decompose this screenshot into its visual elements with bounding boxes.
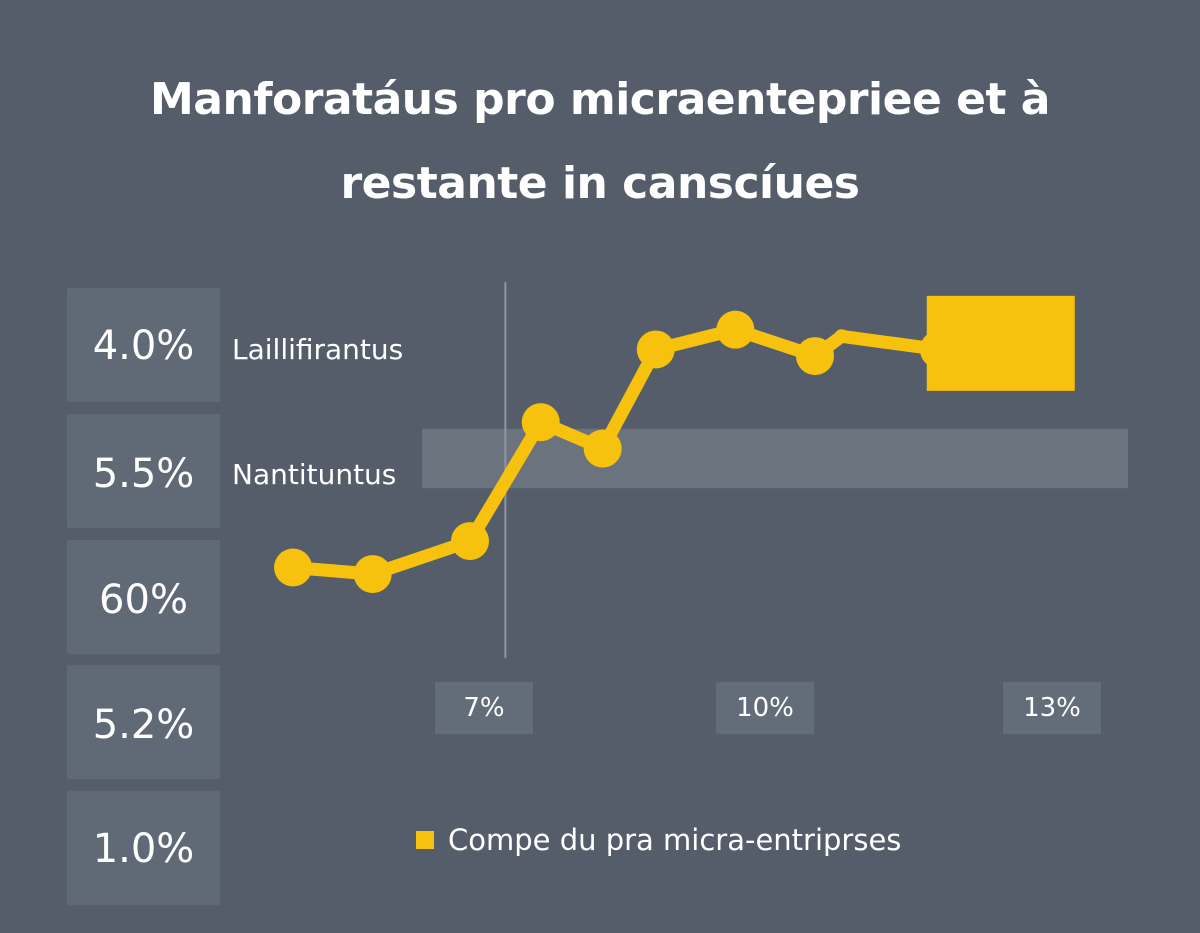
- data-point: [451, 522, 489, 561]
- y-tick-box-5: 1.0%: [67, 791, 220, 905]
- legend-label: Compe du pra micra-entriprses: [448, 823, 902, 857]
- chart-title: Manforatáus pro micraentepriee et à rest…: [0, 58, 1200, 226]
- data-point: [834, 329, 849, 344]
- data-point-end-marker: [926, 295, 1075, 391]
- chart-title-line-2: restante in canscíues: [340, 158, 860, 209]
- data-point: [796, 337, 834, 376]
- data-point: [636, 330, 675, 369]
- y-tick-label-2: 5.5%: [92, 451, 195, 497]
- x-tick-label-2: 10%: [716, 682, 814, 734]
- side-label-1: Laillifirantus: [232, 333, 404, 366]
- side-label-2: Nantituntus: [232, 458, 397, 491]
- x-tick-label-1: 7%: [435, 682, 533, 734]
- chart-title-line-1: Manforatáus pro micraentepriee et à: [150, 74, 1050, 125]
- data-point: [353, 555, 392, 594]
- y-tick-label-5: 1.0%: [92, 826, 195, 872]
- legend-swatch: [416, 831, 434, 849]
- legend: Compe du pra micra-entriprses: [416, 818, 901, 862]
- y-tick-label-3: 60%: [99, 577, 188, 623]
- data-point: [274, 548, 313, 587]
- data-point: [521, 403, 560, 442]
- data-point: [583, 429, 622, 468]
- x-tick-label-3: 13%: [1003, 682, 1101, 734]
- y-tick-box-1: 4.0%: [67, 288, 220, 402]
- y-tick-box-3: 60%: [67, 540, 220, 654]
- y-tick-label-4: 5.2%: [92, 702, 195, 748]
- y-tick-label-1: 4.0%: [92, 323, 195, 369]
- data-point: [716, 310, 755, 349]
- y-tick-box-4: 5.2%: [67, 665, 220, 779]
- y-tick-box-2: 5.5%: [67, 414, 220, 528]
